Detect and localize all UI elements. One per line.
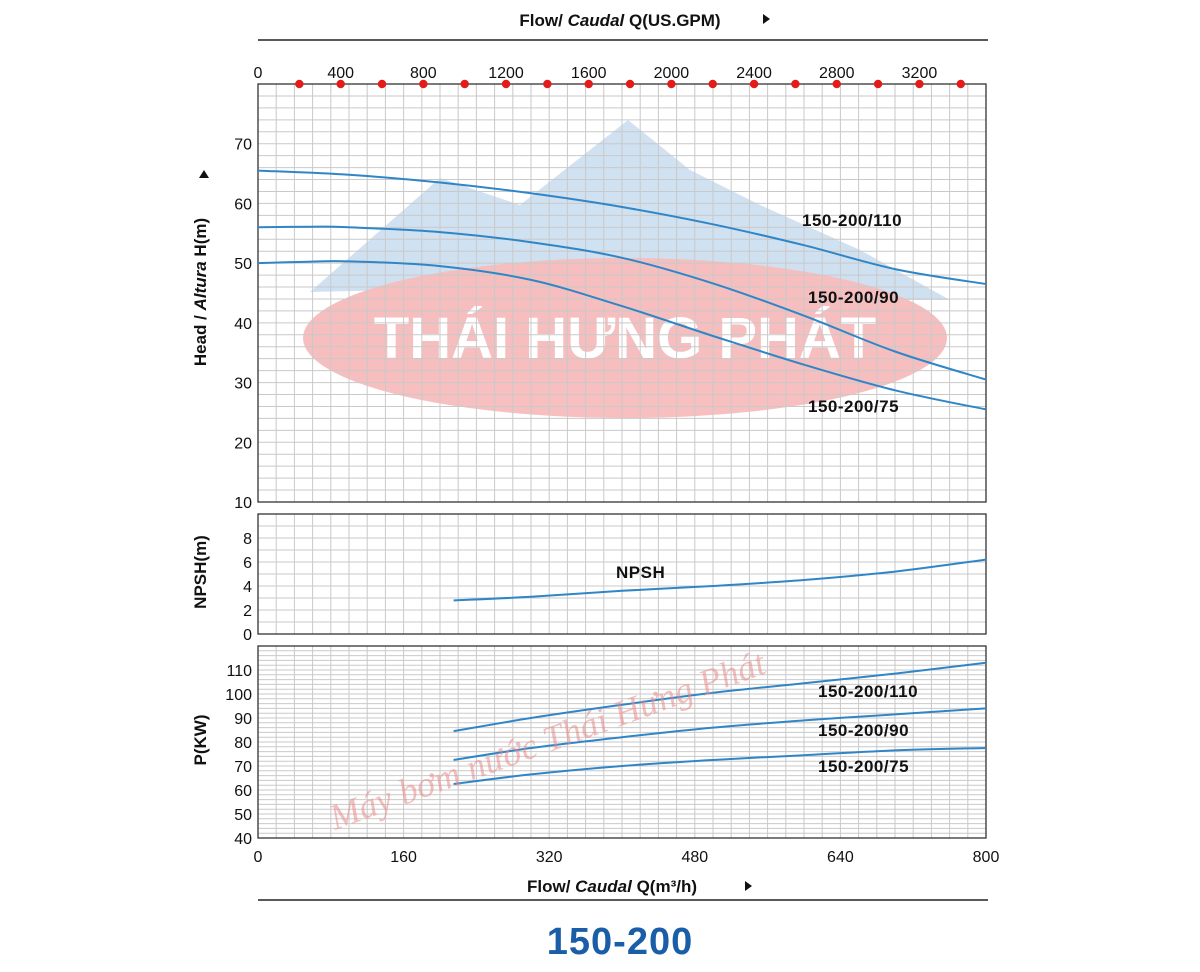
gpm-marker <box>543 79 552 89</box>
gpm-tick-label: 0 <box>254 65 263 82</box>
gpm-tick-label: 2800 <box>819 65 855 82</box>
gpm-marker <box>791 79 800 89</box>
y-tick-label: 4 <box>243 579 252 596</box>
gpm-tick-label: 400 <box>327 65 354 82</box>
gpm-marker <box>873 79 883 89</box>
y-tick-label: 6 <box>243 555 252 572</box>
gpm-tick-label: 1200 <box>488 65 524 82</box>
y-tick-label: 110 <box>226 663 252 680</box>
watermark-script-text: Máy bơm nước Thái Hưng Phát <box>323 642 771 838</box>
gpm-marker <box>460 79 469 89</box>
gpm-marker <box>295 79 304 89</box>
chart-panels: 10 20 30 40 50 60 70 0 2 4 6 8 40 50 60 70 80 90 100 110 0 16… <box>225 65 999 866</box>
npsh-curve-label: NPSH <box>616 563 665 582</box>
top-axis-arrow-icon <box>763 14 770 24</box>
panel-frame <box>257 513 987 635</box>
y-tick-label: 90 <box>234 711 252 728</box>
gpm-marker <box>956 79 965 89</box>
bottom-axis-title: Flow/ Caudal Q(m³/h) <box>527 877 697 896</box>
y-tick-label: 100 <box>225 687 252 704</box>
panel-head: 10 20 30 40 50 60 70 <box>234 83 987 512</box>
head-curve-label-75: 150-200/75 <box>808 397 899 416</box>
head-curve-1 <box>257 169 987 285</box>
y-tick-label: 60 <box>234 196 252 213</box>
gpm-marker <box>915 79 924 89</box>
y-tick-label: 30 <box>234 376 252 393</box>
mountain-watermark-icon <box>310 120 950 300</box>
y-tick-label: 40 <box>234 316 252 333</box>
panel-frame <box>257 645 987 839</box>
gpm-marker <box>377 79 387 89</box>
gpm-marker <box>419 79 428 89</box>
model-title: 150-200 <box>547 921 693 963</box>
gpm-marker <box>749 79 759 89</box>
gpm-marker <box>625 79 635 89</box>
gpm-marker <box>584 79 593 89</box>
npsh-curve-1 <box>453 558 987 602</box>
head-curve-label-110: 150-200/110 <box>802 211 902 230</box>
y-tick-label: 80 <box>234 735 252 752</box>
y-tick-label: 60 <box>234 783 252 800</box>
x-tick-label: 800 <box>973 849 1000 866</box>
x-tick-label: 0 <box>254 849 263 866</box>
y-tick-label: 10 <box>234 495 252 512</box>
power-curve-label-90: 150-200/90 <box>818 721 909 740</box>
gpm-tick-label: 2000 <box>654 65 690 82</box>
y-tick-label: 40 <box>234 831 252 848</box>
x-tick-label: 640 <box>827 849 854 866</box>
power-axis-title: P(KW) <box>191 715 210 766</box>
gpm-tick-label: 1600 <box>571 65 607 82</box>
power-curve-1 <box>453 661 987 733</box>
y-tick-label: 70 <box>234 137 252 154</box>
gpm-tick-label: 2400 <box>736 65 772 82</box>
power-curve-3 <box>453 747 987 785</box>
gpm-tick-label: 800 <box>410 65 437 82</box>
y-tick-label: 70 <box>234 759 252 776</box>
y-tick-label: 8 <box>243 531 252 548</box>
bottom-axis-arrow-icon <box>745 881 752 891</box>
gpm-marker <box>501 79 511 89</box>
npsh-axis-title: NPSH(m) <box>191 535 210 609</box>
y-tick-label: 20 <box>234 435 252 452</box>
gpm-marker <box>832 79 841 89</box>
panel-power: 40 50 60 70 80 90 100 110 <box>225 645 987 848</box>
panel-frame <box>257 83 987 503</box>
head-curve-3 <box>257 260 987 411</box>
top-axis-title: Flow/ Caudal Q(US.GPM) <box>519 11 720 30</box>
head-curve-2 <box>257 225 987 381</box>
head-axis-title: Head / Altura H(m) <box>191 218 210 366</box>
watermark-brand-text: THÁI HƯNG PHÁT <box>374 306 876 371</box>
gpm-marker <box>667 79 676 89</box>
gpm-marker <box>708 79 717 89</box>
head-axis-arrow-icon <box>199 170 209 178</box>
panel-npsh: 0 2 4 6 8 <box>243 513 987 644</box>
gpm-marker <box>336 79 345 89</box>
head-curve-label-90: 150-200/90 <box>808 288 899 307</box>
watermark: THÁI HƯNG PHÁT <box>303 120 950 418</box>
y-tick-label: 50 <box>234 256 252 273</box>
y-tick-label: 0 <box>243 627 252 644</box>
y-tick-label: 2 <box>243 603 252 620</box>
x-tick-label: 320 <box>536 849 563 866</box>
y-tick-label: 50 <box>234 807 252 824</box>
power-curve-label-75: 150-200/75 <box>818 757 909 776</box>
gpm-tick-label: 3200 <box>902 65 938 82</box>
power-curve-label-110: 150-200/110 <box>818 682 918 701</box>
x-tick-label: 160 <box>390 849 417 866</box>
power-curve-2 <box>453 707 987 761</box>
x-tick-label: 480 <box>681 849 708 866</box>
